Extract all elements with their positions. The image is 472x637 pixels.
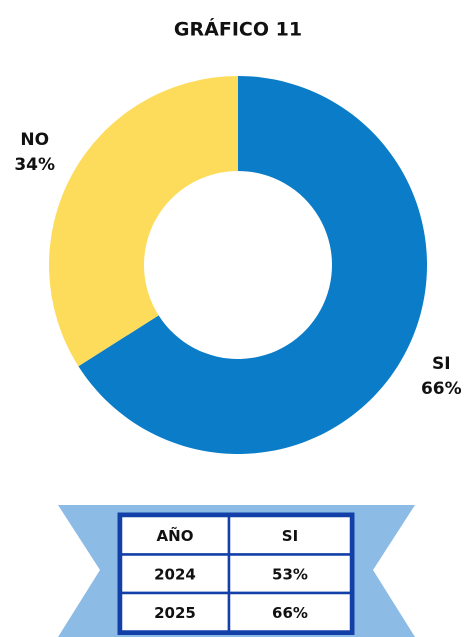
- table-cell: [119, 553, 231, 595]
- chart-title: GRÁFICO 11: [174, 18, 302, 41]
- table-cell: [227, 591, 353, 633]
- table-header: AÑO: [157, 526, 194, 545]
- table-cell-text: 2024: [154, 565, 196, 583]
- table-cell: [119, 514, 231, 556]
- slice-label: SI: [432, 354, 451, 374]
- table-cell-text: 66%: [272, 604, 308, 622]
- slice: [48, 76, 239, 367]
- slice-value: 34%: [14, 155, 55, 175]
- table-frame: [117, 512, 355, 635]
- table-cell-text: 2025: [154, 604, 196, 622]
- slice-value: 66%: [421, 379, 462, 399]
- slice-label: NO: [20, 130, 49, 150]
- slice: [78, 76, 427, 454]
- table-header: SI: [282, 527, 298, 545]
- table-cell-text: 53%: [272, 565, 308, 583]
